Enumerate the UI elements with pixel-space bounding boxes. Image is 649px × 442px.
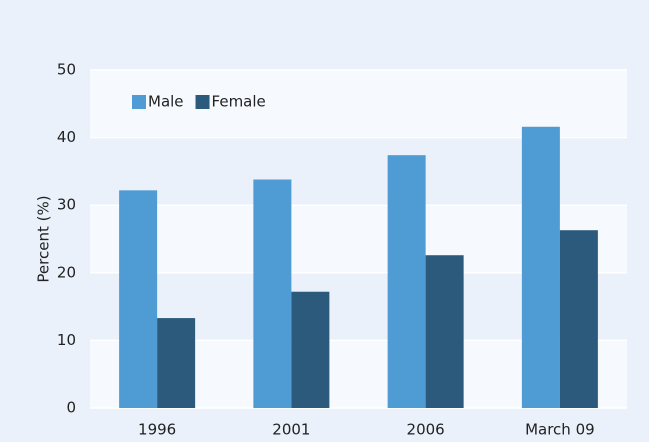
legend-swatch	[195, 95, 210, 109]
bar	[521, 126, 560, 408]
y-tick-label: 40	[57, 128, 76, 146]
x-tick-label: 1996	[138, 421, 176, 439]
plot-band	[90, 70, 627, 138]
bar	[119, 190, 158, 408]
y-tick-label: 10	[57, 331, 76, 349]
x-tick-label: March 09	[525, 421, 595, 439]
x-tick-label: 2006	[407, 421, 445, 439]
bar	[387, 155, 426, 408]
legend-label: Male	[148, 93, 184, 111]
y-tick-label: 0	[66, 399, 76, 417]
legend-swatch	[132, 95, 146, 109]
bar	[559, 230, 598, 408]
y-tick-label: 20	[57, 263, 76, 281]
x-tick-label: 2001	[272, 421, 310, 439]
y-tick-label: 50	[57, 61, 76, 79]
bar	[425, 255, 464, 408]
bar	[253, 179, 292, 408]
bar	[157, 318, 196, 408]
y-axis-label: Percent (%)	[35, 195, 53, 282]
y-tick-label: 30	[57, 196, 76, 214]
bar	[291, 291, 330, 408]
legend-label: Female	[212, 93, 266, 111]
